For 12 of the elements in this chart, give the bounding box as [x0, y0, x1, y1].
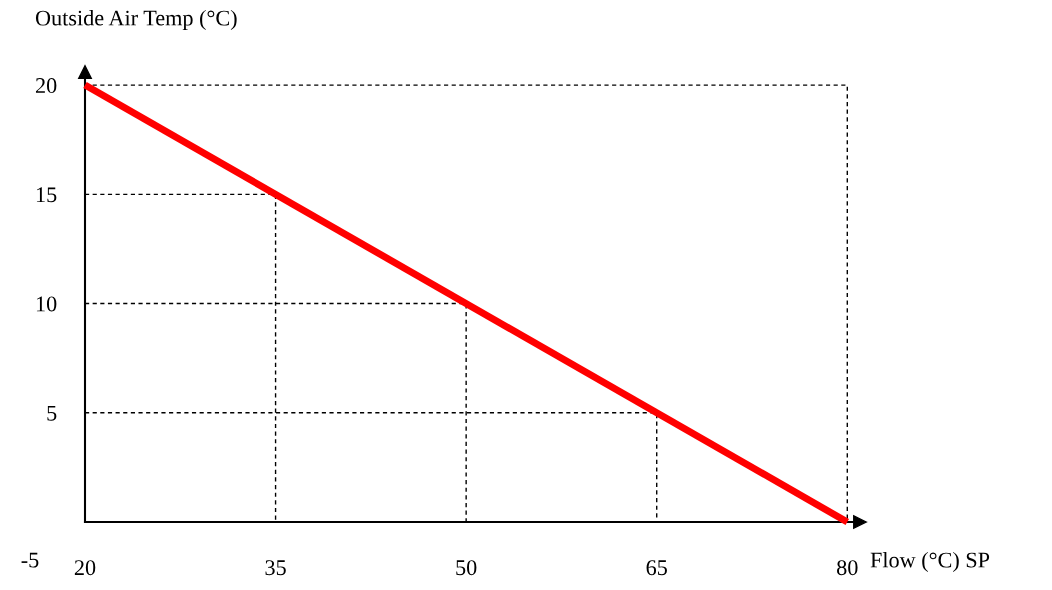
y-axis-title: Outside Air Temp (°C)	[35, 9, 237, 31]
text: -5	[21, 552, 39, 568]
x-tick-label: 35	[265, 560, 286, 576]
y-tick-label: 5	[47, 405, 57, 421]
x-tick-label: 20	[74, 560, 96, 576]
y-tick-label: 10	[36, 296, 57, 312]
x-tick-label: 50	[456, 560, 477, 576]
x-tick-label: 80	[837, 560, 858, 576]
y-tick-label: 20	[35, 78, 57, 94]
x-axis-title: Flow (°C) SP	[870, 551, 990, 573]
x-tick-label: 65	[646, 560, 667, 576]
y-tick-label: 15	[36, 187, 57, 203]
